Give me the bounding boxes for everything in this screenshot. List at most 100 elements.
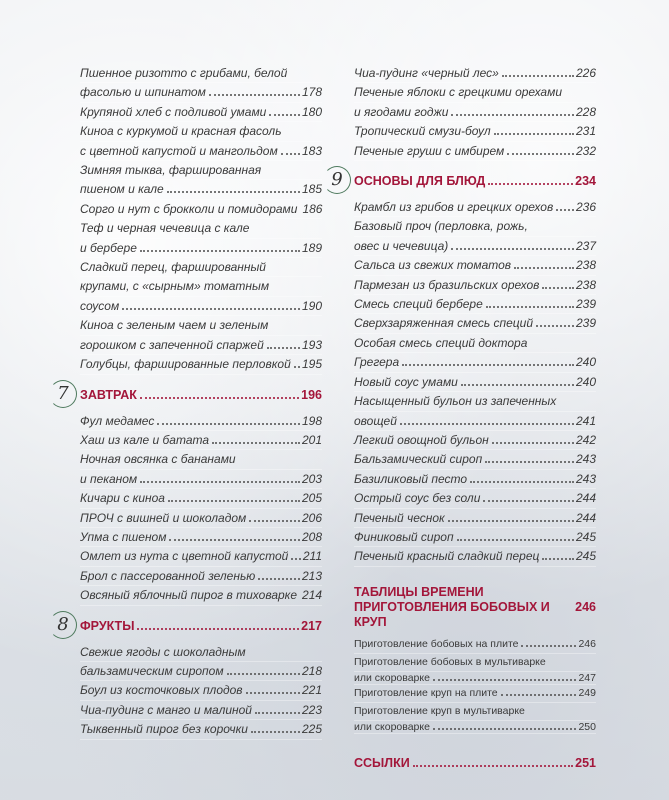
toc-entry[interactable]: Приготовление бобовых на плите 246 xyxy=(354,636,596,654)
toc-entry[interactable]: Базовый проч (перловка, рожь, овес и чече… xyxy=(354,217,596,257)
toc-entry[interactable]: Свежие ягоды с шоколадным бальзамическим … xyxy=(80,643,322,682)
entry-page-number: 240 xyxy=(575,355,596,370)
toc-entry[interactable]: Пармезан из бразильских орехов 238 xyxy=(354,276,596,296)
toc-entry[interactable]: Приготовление круп на плите 249 xyxy=(354,685,596,703)
entry-page-number: 186 xyxy=(302,201,323,216)
toc-entry[interactable]: Тропический смузи-боул 231 xyxy=(354,122,596,142)
entry-page-number: 236 xyxy=(575,200,596,215)
dot-leader xyxy=(137,627,300,630)
entry-page-number: 211 xyxy=(302,549,322,564)
toc-entry[interactable]: Печеный красный сладкий перец 245 xyxy=(354,547,596,567)
toc-entry[interactable]: Хаш из кале и батата 201 xyxy=(80,431,322,451)
entry-page-number: 223 xyxy=(301,702,322,717)
toc-entry[interactable]: Киноа с зеленым чаем и зеленым горошком с… xyxy=(80,316,322,356)
toc-entry[interactable]: Базиликовый песто 243 xyxy=(354,470,596,490)
toc-entry[interactable]: Чиа-пудинг «черный лес» 226 xyxy=(354,64,596,84)
dot-leader xyxy=(399,422,574,425)
entry-title-line: или скороварке xyxy=(354,720,430,733)
tables-section-header[interactable]: ТАБЛИЦЫ ВРЕМЕНИ ПРИГОТОВЛЕНИЯ БОБОВЫХ И … xyxy=(354,585,596,630)
toc-entry[interactable]: Киноа с куркумой и красная фасоль с цветн… xyxy=(80,122,322,162)
entry-page-number: 190 xyxy=(301,298,322,313)
toc-entry[interactable]: Фул медамес 198 xyxy=(80,412,322,431)
toc-entry[interactable]: Кичари с киноа 205 xyxy=(80,489,322,509)
entry-page-number: 205 xyxy=(301,491,322,506)
entry-title-line: бальзамическим сиропом xyxy=(80,663,224,678)
toc-entry[interactable]: Острый соус без соли 244 xyxy=(354,489,596,509)
dot-leader xyxy=(456,538,574,541)
entry-title-line: Печеные груши с имбирем xyxy=(354,143,505,158)
chapter-header-9[interactable]: 9 ОСНОВЫ ДЛЯ БЛЮД 234 xyxy=(323,166,596,195)
entry-page-number: 214 xyxy=(302,588,323,603)
entry-title-line: Крупяной хлеб с подливой умами xyxy=(80,104,267,119)
toc-entry[interactable]: Сорго и нут с брокколи и помидорами 186 xyxy=(80,200,323,220)
toc-entry[interactable]: Новый соус умами 240 xyxy=(354,373,596,393)
dot-leader xyxy=(169,538,300,541)
toc-entry[interactable]: Приготовление бобовых в мультиварке или с… xyxy=(354,654,596,685)
entry-page-number: 231 xyxy=(575,124,596,139)
toc-entry[interactable]: Сладкий перец, фаршированный крупами, с «… xyxy=(80,258,322,317)
dot-leader xyxy=(208,94,300,97)
entry-title-line: Упма с пшеном xyxy=(80,529,167,544)
entry-page-number: 226 xyxy=(575,66,596,80)
toc-entry[interactable]: Крупяной хлеб с подливой умами 180 xyxy=(80,103,322,123)
toc-entry[interactable]: Омлет из нута с цветной капустой 211 xyxy=(80,547,322,567)
toc-entry[interactable]: Голубцы, фаршированные перловкой 195 xyxy=(80,355,322,375)
dot-leader xyxy=(212,441,300,444)
toc-entry[interactable]: Печеный чеснок 244 xyxy=(354,509,596,528)
toc-entry[interactable]: Овсяный яблочный пирог в тиховарке 214 xyxy=(80,586,323,606)
toc-entry[interactable]: Зимняя тыква, фаршированная пшеном и кале… xyxy=(80,161,322,200)
entry-title-line: Омлет из нута с цветной капустой xyxy=(80,549,289,564)
chapter-number-badge: 7 xyxy=(49,379,77,408)
toc-entry[interactable]: Особая смесь специй доктора Грегера 240 xyxy=(354,334,596,373)
entry-title-line: Печеный чеснок xyxy=(354,510,445,525)
toc-entry[interactable]: Приготовление круп в мультиварке или скор… xyxy=(354,703,596,734)
toc-entry[interactable]: Упма с пшеном 208 xyxy=(80,528,322,548)
entry-title-line: Грегера xyxy=(354,355,400,370)
dot-leader xyxy=(258,577,300,580)
entry-title-line: Зимняя тыква, фаршированная xyxy=(80,163,262,178)
toc-entry[interactable]: Боул из косточковых плодов 221 xyxy=(80,681,322,701)
chapter-header-8[interactable]: 8 ФРУКТЫ 217 xyxy=(49,610,322,639)
entry-page-number: 185 xyxy=(301,182,322,197)
dot-leader xyxy=(249,519,300,522)
toc-entry[interactable]: Брол с пассерованной зеленью 213 xyxy=(80,567,322,587)
dot-leader xyxy=(470,480,574,483)
toc-entry[interactable]: Ночная овсянка с бананами и пеканом 203 xyxy=(80,450,322,490)
chapter-page: 196 xyxy=(301,387,322,402)
toc-list: Чиа-пудинг «черный лес» 226 Печеные яблоки… xyxy=(354,64,596,162)
entry-title-line: Боул из косточковых плодов xyxy=(80,683,243,698)
entry-title-line: Голубцы, фаршированные перловкой xyxy=(80,357,291,372)
toc-entry[interactable]: Теф и черная чечевица с кале и бербере 189 xyxy=(80,219,322,259)
toc-entry[interactable]: Чиа-пудинг с манго и малиной 223 xyxy=(80,701,322,721)
toc-entry[interactable]: Насыщенный бульон из запеченных овощей 241 xyxy=(354,392,596,431)
dot-leader xyxy=(447,519,574,522)
dot-leader xyxy=(122,307,300,310)
entry-title-line: Чиа-пудинг «черный лес» xyxy=(354,66,499,80)
toc-entry[interactable]: Тыквенный пирог без корочки 225 xyxy=(80,720,322,740)
dot-leader xyxy=(293,366,300,369)
references-header[interactable]: ССЫЛКИ 251 xyxy=(354,754,596,772)
entry-title-line: Легкий овощной бульон xyxy=(354,432,489,447)
toc-entry[interactable]: Пшенное ризотто с грибами, белой фасолью … xyxy=(80,64,322,103)
toc-entry[interactable]: Печеные яблоки с грецкими орехами и ягода… xyxy=(354,83,596,123)
dot-leader xyxy=(491,441,574,444)
toc-entry[interactable]: Крамбл из грибов и грецких орехов 236 xyxy=(354,198,596,218)
section-title: ССЫЛКИ xyxy=(354,755,410,770)
toc-entry[interactable]: Бальзамический сироп 243 xyxy=(354,450,596,470)
entry-title-line: Приготовление бобовых в мультиварке xyxy=(354,655,546,668)
toc-entry[interactable]: Смесь специй бербере 239 xyxy=(354,295,596,315)
entry-title-line: Тыквенный пирог без корочки xyxy=(80,722,248,737)
toc-entry[interactable]: Легкий овощной бульон 242 xyxy=(354,431,596,451)
toc-entry[interactable]: Печеные груши с имбирем 232 xyxy=(354,142,596,162)
dot-leader xyxy=(500,693,577,696)
entry-title-line: и бербере xyxy=(80,240,137,255)
entry-page-number: 247 xyxy=(578,671,596,684)
toc-entry[interactable]: ПРОЧ с вишней и шоколадом 206 xyxy=(80,509,322,528)
chapter-header-7[interactable]: 7 ЗАВТРАК 196 xyxy=(49,379,322,408)
toc-entry[interactable]: Сальса из свежих томатов 238 xyxy=(354,256,596,276)
dot-leader xyxy=(140,480,300,483)
entry-page-number: 243 xyxy=(575,452,596,467)
toc-entry[interactable]: Финиковый сироп 245 xyxy=(354,528,596,548)
entry-page-number: 183 xyxy=(301,143,322,158)
toc-entry[interactable]: Сверхзаряженная смесь специй 239 xyxy=(354,314,596,334)
